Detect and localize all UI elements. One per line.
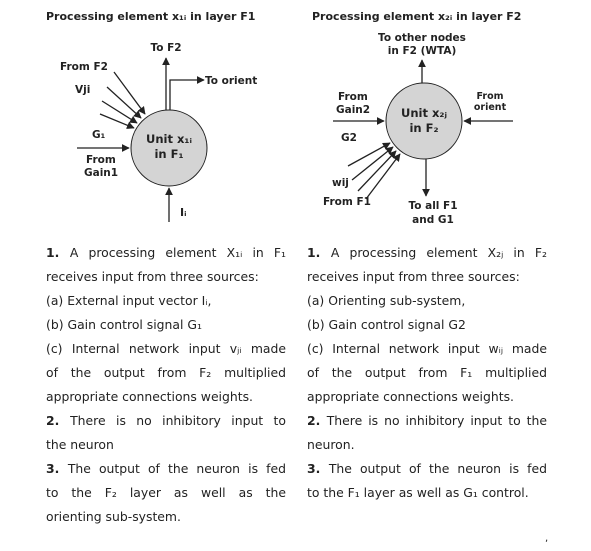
arrow-from-f2-2 bbox=[106, 86, 142, 119]
item-number: 2. bbox=[307, 413, 327, 428]
right-diagram: Unit x₂ⱼ in F₂ To other nodes in F2 (WTA… bbox=[323, 32, 513, 226]
label-to-all-f1-line1: To all F1 bbox=[408, 200, 457, 212]
item-number: 3. bbox=[46, 461, 68, 476]
left-text-column: 1. A processing element X₁ᵢ in F₁ receive… bbox=[46, 241, 286, 529]
line-text: The output of the neuron is fed bbox=[67, 461, 286, 476]
arrow-to-orient bbox=[169, 76, 205, 110]
text-line: of the output from F₂ multiplied bbox=[46, 361, 286, 385]
left-diagram: Unit x₁ᵢ in F₁ To F2 To orient From F2 V… bbox=[60, 42, 257, 222]
text-line: 2. There is no inhibitory input to the bbox=[307, 409, 547, 433]
line-text: to the F₁ layer as well as G₁ control. bbox=[307, 485, 529, 500]
label-to-other-nodes-line2: in F2 (WTA) bbox=[388, 45, 457, 57]
arrow-from-f2-1 bbox=[113, 71, 146, 115]
text-line: 1. A processing element X₁ᵢ in F₁ bbox=[46, 241, 286, 265]
line-text: The output of the neuron is fed bbox=[328, 461, 547, 476]
right-text-column: 1. A processing element X₂ⱼ in F₂ receive… bbox=[307, 241, 547, 505]
item-number: 2. bbox=[46, 413, 71, 428]
arrow-from-f1-2 bbox=[351, 146, 394, 181]
label-from-orient-line1: From bbox=[477, 91, 504, 102]
line-text: neuron. bbox=[307, 437, 355, 452]
text-line: neuron. bbox=[307, 433, 547, 457]
right-title: Processing element x₂ᵢ in layer F2 bbox=[312, 10, 522, 23]
arrow-from-f1-3 bbox=[357, 150, 397, 192]
label-g1: G₁ bbox=[92, 129, 106, 141]
label-to-other-nodes-line1: To other nodes bbox=[378, 32, 466, 44]
label-from-gain2-line2: Gain2 bbox=[336, 104, 370, 116]
label-vji: Vji bbox=[75, 84, 90, 96]
left-node-circle bbox=[130, 109, 208, 187]
arrow-from-f2-3 bbox=[101, 100, 138, 124]
line-text: A processing element X₁ᵢ in F₁ bbox=[69, 245, 286, 260]
label-from-gain2-line1: From bbox=[338, 91, 368, 103]
line-text: of the output from F₁ multiplied bbox=[307, 365, 547, 380]
text-line: of the output from F₁ multiplied bbox=[307, 361, 547, 385]
right-unit-layer: in F₂ bbox=[409, 121, 438, 135]
item-number: 3. bbox=[307, 461, 329, 476]
line-text: (a) Orienting sub-system, bbox=[307, 293, 466, 308]
text-line: (b) Gain control signal G₁ bbox=[46, 313, 286, 337]
line-text: of the output from F₂ multiplied bbox=[46, 365, 286, 380]
item-number: 1. bbox=[307, 245, 331, 260]
arrow-from-f2-4 bbox=[99, 113, 135, 129]
text-line: orienting sub-system. bbox=[46, 505, 286, 529]
stray-mark: , bbox=[545, 533, 549, 544]
text-line: appropriate connections weights. bbox=[307, 385, 547, 409]
line-text: (b) Gain control signal G2 bbox=[307, 317, 466, 332]
arrow-from-f1-4 bbox=[365, 153, 401, 200]
line-text: receives input from three sources: bbox=[307, 269, 520, 284]
left-unit-label: Unit x₁ᵢ bbox=[146, 132, 192, 146]
line-text: There is no inhibitory input to the bbox=[326, 413, 547, 428]
text-line: (a) External input vector Iᵢ, bbox=[46, 289, 286, 313]
line-text: There is no inhibitory input to bbox=[70, 413, 286, 428]
label-ii: Iᵢ bbox=[180, 206, 187, 219]
label-wij: wij bbox=[332, 177, 349, 189]
text-line: to the F₁ layer as well as G₁ control. bbox=[307, 481, 547, 505]
arrow-from-f1-1 bbox=[347, 142, 391, 167]
line-text: (a) External input vector Iᵢ, bbox=[46, 293, 212, 308]
line-text: A processing element X₂ⱼ in F₂ bbox=[330, 245, 547, 260]
label-from-gain1-line1: From bbox=[86, 154, 116, 166]
right-node-circle bbox=[385, 82, 463, 160]
line-text: receives input from three sources: bbox=[46, 269, 259, 284]
left-unit-layer: in F₁ bbox=[154, 147, 183, 161]
text-line: appropriate connections weights. bbox=[46, 385, 286, 409]
label-from-orient-line2: orient bbox=[474, 102, 507, 113]
label-to-orient: To orient bbox=[205, 75, 257, 87]
label-from-f1: From F1 bbox=[323, 196, 371, 208]
text-line: 1. A processing element X₂ⱼ in F₂ bbox=[307, 241, 547, 265]
text-line: 3. The output of the neuron is fed bbox=[46, 457, 286, 481]
text-line: receives input from three sources: bbox=[46, 265, 286, 289]
label-g2: G2 bbox=[341, 132, 357, 144]
line-text: appropriate connections weights. bbox=[46, 389, 253, 404]
left-title: Processing element x₁ᵢ in layer F1 bbox=[46, 10, 256, 23]
text-line: (c) Internal network input vⱼᵢ made bbox=[46, 337, 286, 361]
line-text: orienting sub-system. bbox=[46, 509, 181, 524]
text-line: receives input from three sources: bbox=[307, 265, 547, 289]
text-line: the neuron bbox=[46, 433, 286, 457]
item-number: 1. bbox=[46, 245, 70, 260]
text-line: (a) Orienting sub-system, bbox=[307, 289, 547, 313]
line-text: to the F₂ layer as well as the bbox=[46, 485, 286, 500]
text-line: to the F₂ layer as well as the bbox=[46, 481, 286, 505]
line-text: appropriate connections weights. bbox=[307, 389, 514, 404]
line-text: (c) Internal network input vⱼᵢ made bbox=[46, 341, 286, 356]
label-from-gain1-line2: Gain1 bbox=[84, 167, 118, 179]
label-to-all-f1-line2: and G1 bbox=[412, 214, 454, 226]
text-line: 2. There is no inhibitory input to bbox=[46, 409, 286, 433]
line-text: (b) Gain control signal G₁ bbox=[46, 317, 202, 332]
line-text: (c) Internal network input wᵢⱼ made bbox=[307, 341, 547, 356]
label-to-f2: To F2 bbox=[150, 42, 181, 54]
line-text: the neuron bbox=[46, 437, 114, 452]
text-line: (b) Gain control signal G2 bbox=[307, 313, 547, 337]
label-from-f2: From F2 bbox=[60, 61, 108, 73]
right-unit-label: Unit x₂ⱼ bbox=[401, 106, 447, 120]
text-line: 3. The output of the neuron is fed bbox=[307, 457, 547, 481]
diagrams: Unit x₁ᵢ in F₁ To F2 To orient From F2 V… bbox=[60, 32, 513, 226]
text-line: (c) Internal network input wᵢⱼ made bbox=[307, 337, 547, 361]
